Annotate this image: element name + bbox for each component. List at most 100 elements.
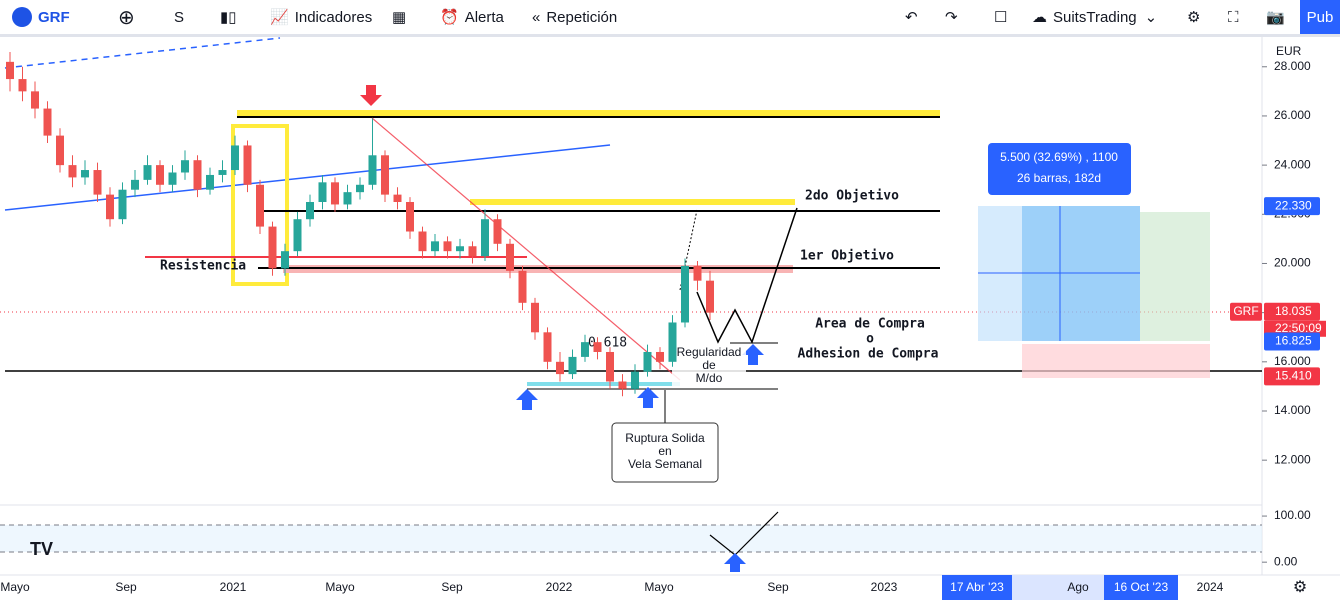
- candle-body: [268, 226, 277, 269]
- candle-body: [218, 170, 227, 175]
- candle-body: [393, 194, 402, 202]
- loss-zone: [1022, 344, 1210, 378]
- y-tick-label: 20.000: [1274, 256, 1311, 270]
- candle-body: [81, 170, 89, 178]
- alert-button[interactable]: ⏰ Alerta: [440, 8, 504, 27]
- publish-button[interactable]: Pub: [1300, 0, 1340, 34]
- candle-body: [493, 219, 502, 244]
- chart: 5.500 (32.69%) , 1100 26 barras, 182d 2d…: [0, 37, 1340, 600]
- candle-body: [343, 192, 352, 205]
- annotation: Regularidad: [677, 345, 742, 359]
- symbol-badge: [1230, 302, 1262, 321]
- countdown: 22:50:09: [1275, 321, 1322, 335]
- time-label: Sep: [767, 580, 789, 594]
- annotation: de: [702, 358, 716, 372]
- candle-body: [643, 351, 652, 372]
- candle-body: [206, 174, 214, 190]
- currency: EUR: [1276, 44, 1302, 58]
- tv-logo: TV: [30, 539, 53, 559]
- y-tick-label: 16.000: [1274, 354, 1311, 368]
- time-label: 2022: [546, 580, 573, 594]
- price-badge-label: 16.825: [1275, 334, 1312, 348]
- candle-body: [543, 332, 552, 362]
- candle-body: [631, 371, 639, 389]
- annotation: o: [866, 332, 874, 347]
- candle-body: [181, 160, 189, 173]
- time-label: Mayo: [325, 580, 355, 594]
- candle-body: [656, 351, 664, 362]
- trendline: [4, 144, 611, 211]
- price-badge: [1264, 197, 1320, 216]
- candle-body: [406, 201, 414, 232]
- y-tick-label: 12.000: [1274, 452, 1311, 466]
- support-band: [527, 382, 680, 386]
- time-label: Sep: [115, 580, 137, 594]
- candle-body: [118, 189, 127, 220]
- replay-button[interactable]: «Repetición: [532, 8, 618, 26]
- interval[interactable]: S: [174, 8, 185, 26]
- candle-body: [606, 351, 614, 382]
- axis-settings[interactable]: ⚙: [1293, 579, 1307, 596]
- annotation: Vela Semanal: [628, 457, 702, 471]
- layouts[interactable]: ▦: [392, 9, 407, 26]
- candle-body: [131, 179, 139, 190]
- candle-body: [18, 79, 27, 92]
- candle-body: [381, 155, 389, 195]
- price-badge-label: 22.330: [1275, 198, 1312, 212]
- logo: [12, 7, 32, 27]
- time-label: 2024: [1197, 580, 1224, 594]
- candle-body: [668, 322, 677, 362]
- y-tick-label: 24.000: [1274, 157, 1311, 171]
- snapshot[interactable]: 📷: [1266, 9, 1285, 26]
- indicators-button[interactable]: 📈 Indicadores: [270, 8, 373, 27]
- y-tick-label: 28.000: [1274, 59, 1311, 73]
- time-badge: [1104, 575, 1178, 600]
- undo[interactable]: ↶: [905, 9, 918, 26]
- profit-zone: [1140, 212, 1210, 341]
- candle-body: [506, 243, 514, 271]
- layout-button[interactable]: ☁ SuitsTrading ⌄: [1032, 8, 1158, 27]
- candle-body: [681, 265, 689, 323]
- fullscreen[interactable]: ⛶: [1228, 8, 1239, 26]
- candle-body: [356, 184, 364, 193]
- time-label: 2023: [871, 580, 898, 594]
- candle-body: [6, 61, 14, 80]
- up-arrow: [637, 387, 659, 408]
- candle-body: [331, 182, 339, 205]
- candle-body: [31, 91, 39, 109]
- time-label: Mayo: [644, 580, 674, 594]
- annotation: 1er Objetivo: [800, 249, 894, 264]
- up-arrow: [742, 344, 764, 365]
- annotation: en: [658, 444, 671, 458]
- price-badge-label: 15.410: [1275, 368, 1312, 382]
- candle-body: [618, 381, 627, 389]
- candle-body: [231, 145, 239, 171]
- fullscreen-box[interactable]: ☐: [994, 9, 1008, 26]
- candle-body: [706, 280, 714, 313]
- projection: [696, 207, 798, 344]
- candle-body: [593, 342, 602, 352]
- price-badge: [1264, 332, 1320, 351]
- redo[interactable]: ↷: [945, 9, 958, 26]
- symbol-button[interactable]: GRF: [12, 6, 70, 28]
- add-symbol[interactable]: ⊕: [118, 6, 135, 29]
- time-label: 16 Oct '23: [1114, 580, 1169, 594]
- candle-body: [568, 356, 577, 375]
- up-arrow: [516, 389, 538, 410]
- osc-tick-label: 0.00: [1274, 554, 1298, 568]
- trendline: [371, 117, 681, 381]
- toolbar: GRF ⊕ S ▮▯ 📈 Indicadores ▦ ⏰ Alerta «Repet…: [0, 0, 1340, 37]
- indicators-label: Indicadores: [294, 8, 373, 26]
- level-band: [237, 110, 940, 116]
- chart-type[interactable]: ▮▯: [220, 9, 237, 26]
- alert-label: Alerta: [464, 8, 504, 26]
- candle-body: [68, 165, 77, 178]
- layout-label: SuitsTrading: [1053, 8, 1137, 26]
- settings[interactable]: ⚙: [1187, 9, 1201, 26]
- time-label: 2021: [220, 580, 247, 594]
- time-label: 17 Abr '23: [950, 580, 1004, 594]
- y-tick-label: 26.000: [1274, 108, 1311, 122]
- candle-body: [431, 241, 439, 252]
- candle-body: [481, 219, 489, 257]
